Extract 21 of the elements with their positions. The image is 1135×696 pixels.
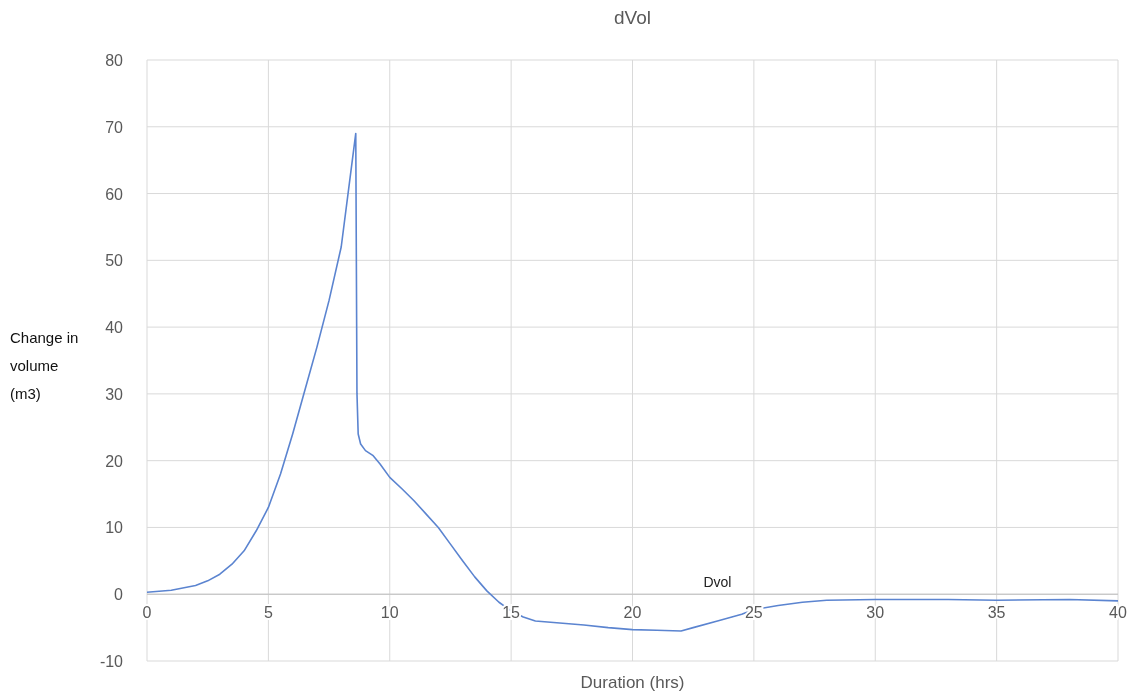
chart-title: dVol [614, 7, 651, 28]
x-axis-title: Duration (hrs) [580, 673, 685, 692]
y-tick-label: 40 [105, 319, 124, 337]
y-tick-label: 0 [114, 586, 124, 604]
y-tick-label: 50 [105, 252, 124, 270]
y-tick-label: 30 [105, 385, 124, 403]
series-label: Dvol [703, 573, 732, 590]
x-tick-label: 40 [1109, 604, 1127, 622]
x-tick-label: 35 [987, 604, 1006, 622]
y-tick-label: 70 [105, 118, 124, 136]
x-tick-label: 0 [142, 604, 152, 622]
x-tick-label: 5 [263, 604, 273, 622]
y-tick-label: -10 [99, 653, 124, 670]
x-tick-label: 10 [380, 604, 399, 622]
y-tick-label: 20 [105, 452, 124, 470]
y-axis-title: Change in volume (m3) [10, 329, 79, 402]
y-tick-label: 80 [105, 52, 124, 69]
y-tick-label: 10 [105, 519, 124, 537]
y-tick-label: 60 [105, 185, 124, 203]
x-tick-label: 20 [623, 604, 642, 622]
x-tick-label: 30 [866, 604, 885, 622]
